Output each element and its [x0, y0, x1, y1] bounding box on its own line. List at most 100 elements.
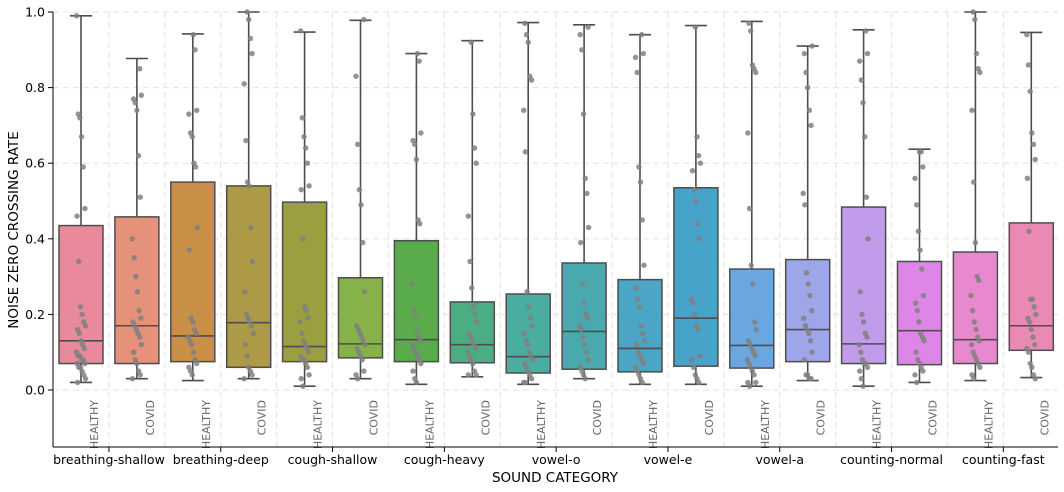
strip-point — [465, 372, 472, 378]
strip-point — [362, 341, 368, 348]
strip-point — [192, 164, 199, 170]
strip-point — [298, 186, 304, 193]
strip-point — [1032, 375, 1038, 382]
strip-point — [190, 349, 197, 355]
y-tick-label: 0.0 — [25, 383, 45, 398]
strip-point — [76, 258, 82, 265]
strip-point — [977, 364, 983, 371]
strip-point — [577, 31, 583, 38]
strip-point — [299, 330, 305, 336]
strip-point — [304, 364, 311, 371]
group-labels: HEALTHY COVID HEALTHY COVID HEALTHY COVID HEAL… — [88, 400, 1051, 449]
strip-point — [750, 281, 756, 287]
x-tick-label: vowel-e — [644, 452, 693, 467]
strip-point — [298, 375, 304, 382]
strip-point — [808, 375, 814, 382]
strip-point — [856, 58, 863, 64]
strip-point — [641, 338, 648, 344]
strip-point — [805, 281, 811, 287]
strip-point — [920, 164, 926, 170]
strip-point — [913, 379, 920, 386]
iqr-box — [840, 206, 887, 365]
strip-point — [412, 315, 418, 321]
group-label: HEALTHY — [535, 400, 548, 449]
strip-point — [912, 372, 918, 378]
strip-point — [806, 330, 812, 336]
strip-point — [474, 319, 480, 325]
strip-point — [690, 364, 697, 371]
y-tick-label: 0.8 — [25, 80, 45, 95]
x-tick-label: breathing-shallow — [53, 452, 165, 467]
strip-point — [856, 368, 863, 374]
strip-point — [469, 285, 475, 291]
strip-point — [858, 77, 865, 83]
strip-point — [410, 307, 417, 314]
group-label: COVID — [144, 400, 157, 435]
x-ticks: breathing-shallow breathing-deep cough-sha… — [53, 447, 1045, 467]
strip-point — [746, 205, 753, 212]
strip-point — [467, 258, 473, 265]
x-tick-label: counting-normal — [840, 452, 943, 467]
box-group — [840, 28, 887, 388]
strip-point — [802, 202, 808, 208]
strip-point — [465, 213, 472, 219]
box-group — [784, 45, 831, 382]
strip-point — [524, 341, 531, 348]
strip-point — [1027, 88, 1033, 95]
strip-point — [968, 292, 974, 299]
strip-point — [412, 141, 418, 147]
strip-point — [241, 81, 247, 87]
strip-point — [917, 247, 923, 253]
strip-point — [1029, 296, 1036, 302]
strip-point — [913, 202, 920, 208]
strip-point — [74, 213, 80, 219]
strip-point — [470, 360, 476, 367]
strip-point — [137, 66, 143, 72]
strip-point — [530, 357, 536, 363]
strip-point — [807, 292, 813, 299]
strip-point — [247, 35, 254, 42]
strip-point — [471, 145, 478, 151]
strip-point — [858, 375, 865, 382]
strip-point — [864, 50, 871, 57]
strip-point — [971, 179, 977, 185]
strip-point — [1029, 364, 1035, 371]
strip-point — [751, 319, 758, 325]
strip-point — [356, 186, 363, 193]
group-label: HEALTHY — [759, 400, 772, 449]
strip-point — [1031, 304, 1037, 310]
box-group — [952, 11, 999, 382]
strip-point — [585, 224, 592, 231]
strip-point — [134, 360, 140, 367]
strip-point — [1024, 175, 1031, 182]
strip-point — [638, 323, 644, 329]
group-label: COVID — [256, 400, 269, 435]
group-label: HEALTHY — [88, 400, 101, 449]
group-label: COVID — [591, 400, 604, 435]
strip-point — [249, 372, 255, 378]
strip-point — [805, 84, 811, 91]
y-tick-label: 1.0 — [25, 5, 45, 20]
strip-point — [77, 304, 84, 310]
strip-point — [696, 379, 702, 386]
strip-point — [188, 341, 195, 348]
strip-point — [976, 277, 982, 284]
x-tick-label: cough-heavy — [404, 452, 485, 467]
strip-point — [189, 134, 195, 140]
strip-point — [361, 289, 368, 295]
strip-point — [303, 145, 309, 151]
strip-point — [803, 270, 810, 276]
strip-point — [976, 338, 983, 344]
strip-point — [801, 357, 808, 363]
strip-point — [409, 281, 415, 287]
group-label: COVID — [479, 400, 492, 435]
strip-point — [753, 326, 759, 333]
strip-point — [808, 122, 814, 129]
strip-point — [578, 326, 584, 333]
strip-point — [360, 239, 366, 246]
strip-point — [914, 307, 920, 314]
strip-point — [250, 330, 256, 336]
strip-point — [977, 69, 983, 76]
strip-point — [693, 198, 699, 204]
